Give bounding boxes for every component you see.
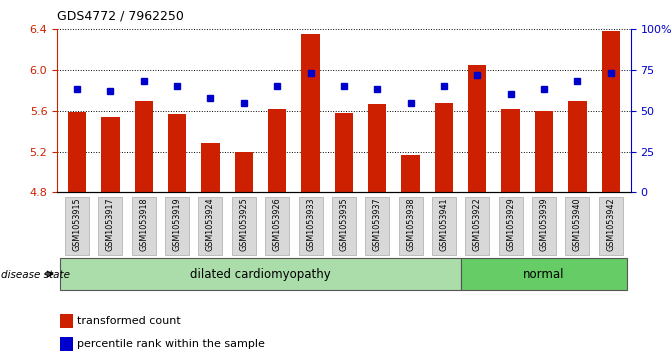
Bar [168, 114, 187, 192]
FancyBboxPatch shape [332, 197, 356, 255]
FancyBboxPatch shape [460, 258, 627, 290]
Text: GSM1053935: GSM1053935 [340, 197, 348, 251]
FancyBboxPatch shape [499, 197, 523, 255]
Text: normal: normal [523, 268, 565, 281]
Bar [268, 109, 287, 192]
Bar [68, 112, 86, 192]
FancyBboxPatch shape [199, 197, 223, 255]
Text: GSM1053922: GSM1053922 [473, 197, 482, 251]
FancyBboxPatch shape [299, 197, 323, 255]
Text: GSM1053940: GSM1053940 [573, 197, 582, 251]
Bar [135, 101, 153, 192]
Bar [435, 103, 453, 192]
FancyBboxPatch shape [99, 197, 122, 255]
FancyBboxPatch shape [365, 197, 389, 255]
Text: GSM1053939: GSM1053939 [539, 197, 548, 251]
Text: transformed count: transformed count [77, 316, 181, 326]
Text: percentile rank within the sample: percentile rank within the sample [77, 339, 265, 349]
Bar [60, 314, 72, 329]
Text: GSM1053915: GSM1053915 [72, 197, 82, 251]
Bar [401, 155, 420, 192]
Bar [602, 31, 620, 192]
Text: GDS4772 / 7962250: GDS4772 / 7962250 [57, 9, 184, 22]
Bar [335, 113, 353, 192]
FancyBboxPatch shape [432, 197, 456, 255]
Text: GSM1053919: GSM1053919 [172, 197, 182, 251]
Text: GSM1053924: GSM1053924 [206, 197, 215, 251]
Bar [501, 109, 520, 192]
Bar [101, 117, 119, 192]
Bar [60, 337, 72, 351]
Text: disease state: disease state [1, 270, 70, 280]
FancyBboxPatch shape [165, 197, 189, 255]
Bar [301, 34, 319, 192]
Bar [368, 103, 386, 192]
Text: dilated cardiomyopathy: dilated cardiomyopathy [190, 268, 331, 281]
FancyBboxPatch shape [132, 197, 156, 255]
Text: GSM1053929: GSM1053929 [506, 197, 515, 251]
Bar [468, 65, 486, 192]
Text: GSM1053917: GSM1053917 [106, 197, 115, 251]
Text: GSM1053918: GSM1053918 [140, 197, 148, 251]
FancyBboxPatch shape [265, 197, 289, 255]
Text: GSM1053937: GSM1053937 [373, 197, 382, 251]
Text: GSM1053933: GSM1053933 [306, 197, 315, 251]
Bar [568, 101, 586, 192]
Bar [201, 143, 219, 192]
FancyBboxPatch shape [599, 197, 623, 255]
Text: GSM1053938: GSM1053938 [406, 197, 415, 251]
Bar [535, 111, 553, 192]
FancyBboxPatch shape [532, 197, 556, 255]
FancyBboxPatch shape [65, 197, 89, 255]
Text: GSM1053941: GSM1053941 [440, 197, 448, 251]
Text: GSM1053942: GSM1053942 [606, 197, 615, 251]
FancyBboxPatch shape [399, 197, 423, 255]
FancyBboxPatch shape [231, 197, 256, 255]
Text: GSM1053925: GSM1053925 [240, 197, 248, 251]
Text: GSM1053926: GSM1053926 [272, 197, 282, 251]
FancyBboxPatch shape [465, 197, 489, 255]
Bar [235, 152, 253, 192]
FancyBboxPatch shape [566, 197, 589, 255]
FancyBboxPatch shape [60, 258, 460, 290]
